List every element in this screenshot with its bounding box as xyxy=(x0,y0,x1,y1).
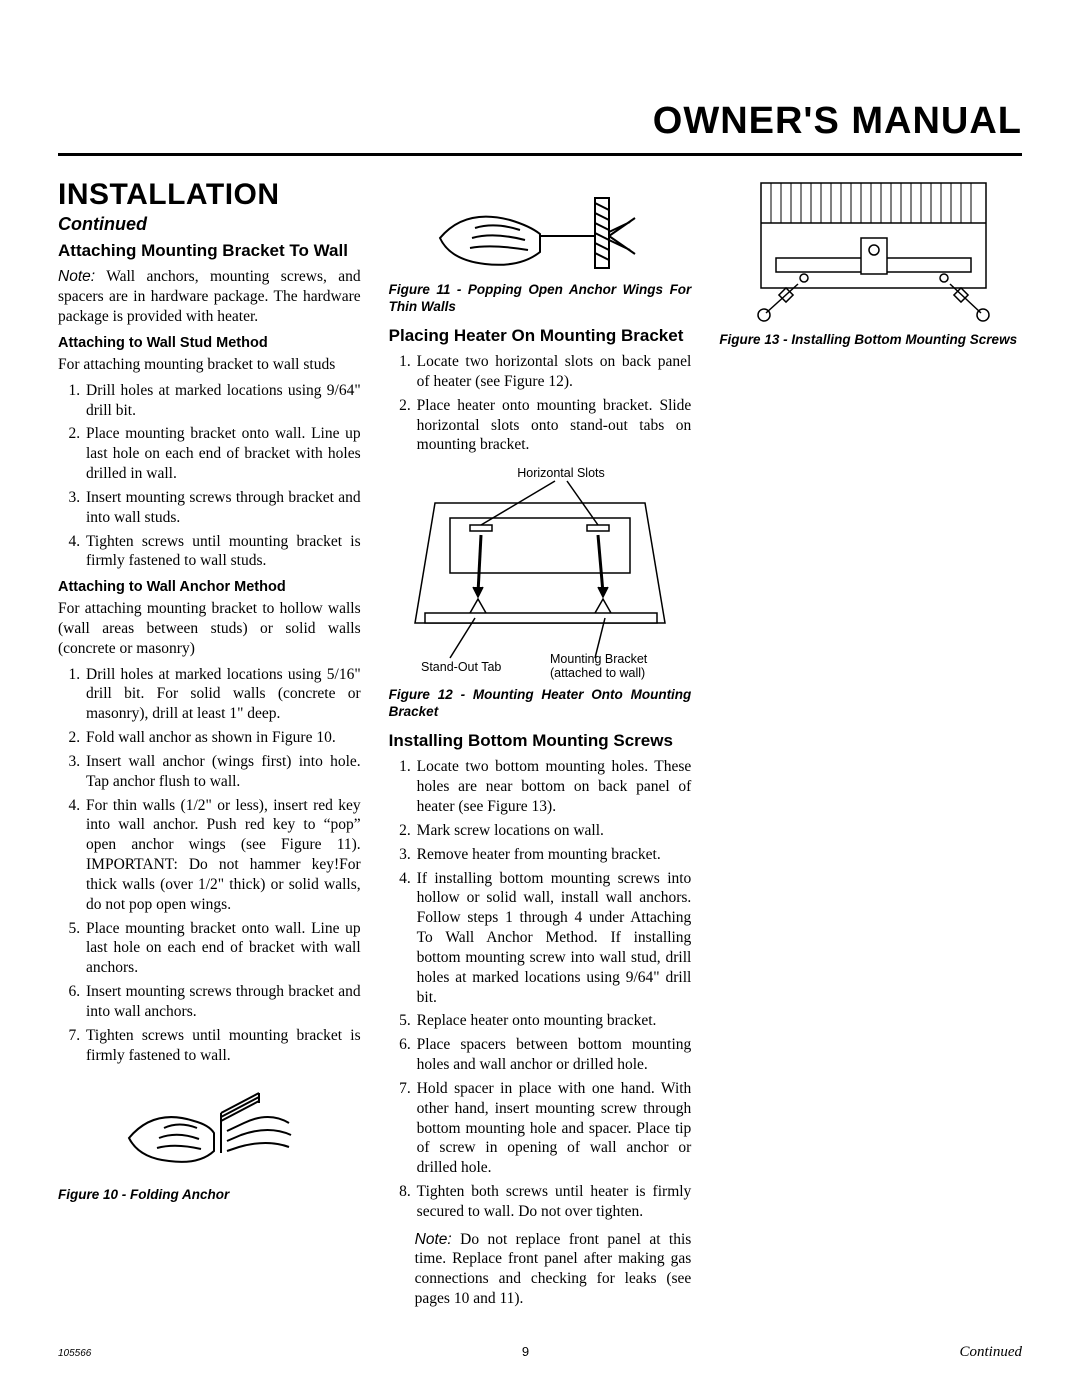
ordered-list: Drill holes at marked locations using 9/… xyxy=(58,381,361,571)
diagram-label: Stand-Out Tab xyxy=(421,660,501,674)
ordered-list: Locate two bottom mounting holes. These … xyxy=(389,757,692,1221)
list-item: For thin walls (1/2" or less), insert re… xyxy=(84,796,361,915)
list-item: Mark screw locations on wall. xyxy=(415,821,692,841)
list-item: Insert mounting screws through bracket a… xyxy=(84,488,361,528)
subheading-bottom-screws: Installing Bottom Mounting Screws xyxy=(389,731,692,751)
list-item: Tighten screws until mounting bracket is… xyxy=(84,532,361,572)
note-paragraph: Note: Do not replace front panel at this… xyxy=(389,1230,692,1309)
document-header: OWNER'S MANUAL xyxy=(58,100,1022,156)
list-item: Insert wall anchor (wings first) into ho… xyxy=(84,752,361,792)
figure-caption: Figure 12 - Mounting Heater Onto Mountin… xyxy=(389,687,692,721)
figure-10: Figure 10 - Folding Anchor xyxy=(58,1073,361,1204)
list-item: Fold wall anchor as shown in Figure 10. xyxy=(84,728,361,748)
page: OWNER'S MANUAL INSTALLATION Continued At… xyxy=(0,0,1080,1397)
body-text: For attaching mounting bracket to hollow… xyxy=(58,599,361,658)
note-label: Note: xyxy=(415,1231,452,1248)
body-text: For attaching mounting bracket to wall s… xyxy=(58,355,361,375)
list-item: Place mounting bracket onto wall. Line u… xyxy=(84,424,361,483)
list-item: Locate two bottom mounting holes. These … xyxy=(415,757,692,816)
popping-anchor-icon xyxy=(430,178,650,278)
mounting-heater-diagram-icon: Horizontal Slots Stand-Out Tab Mounting … xyxy=(395,463,685,683)
list-item: Place mounting bracket onto wall. Line u… xyxy=(84,919,361,978)
bottom-screws-diagram-icon xyxy=(726,178,1016,328)
diagram-label: Mounting Bracket xyxy=(550,652,648,666)
content-columns: INSTALLATION Continued Attaching Mountin… xyxy=(58,178,1022,1318)
subheading-placing-heater: Placing Heater On Mounting Bracket xyxy=(389,326,692,346)
ordered-list: Drill holes at marked locations using 5/… xyxy=(58,665,361,1066)
list-item: If installing bottom mounting screws int… xyxy=(415,869,692,1008)
note-text: Wall anchors, mounting screws, and space… xyxy=(58,268,361,325)
list-item: Tighten both screws until heater is firm… xyxy=(415,1182,692,1222)
list-item: Insert mounting screws through bracket a… xyxy=(84,982,361,1022)
list-item: Replace heater onto mounting bracket. xyxy=(415,1011,692,1031)
section-heading: INSTALLATION xyxy=(58,178,361,212)
list-item: Locate two horizontal slots on back pane… xyxy=(415,352,692,392)
figure-12: Horizontal Slots Stand-Out Tab Mounting … xyxy=(389,463,692,721)
list-item: Remove heater from mounting bracket. xyxy=(415,845,692,865)
figure-caption: Figure 13 - Installing Bottom Mounting S… xyxy=(719,332,1022,349)
page-number: 9 xyxy=(522,1344,529,1359)
note-label: Note: xyxy=(58,268,95,285)
continued-label: Continued xyxy=(58,214,361,235)
diagram-label: Horizontal Slots xyxy=(517,466,605,480)
list-item: Place heater onto mounting bracket. Slid… xyxy=(415,396,692,455)
figure-11: Figure 11 - Popping Open Anchor Wings Fo… xyxy=(389,178,692,316)
figure-caption: Figure 10 - Folding Anchor xyxy=(58,1187,361,1204)
list-item: Hold spacer in place with one hand. With… xyxy=(415,1079,692,1178)
figure-13: Figure 13 - Installing Bottom Mounting S… xyxy=(719,178,1022,349)
list-item: Drill holes at marked locations using 9/… xyxy=(84,381,361,421)
list-item: Tighten screws until mounting bracket is… xyxy=(84,1026,361,1066)
doc-number: 105566 xyxy=(58,1348,91,1359)
diagram-label: (attached to wall) xyxy=(550,666,645,680)
list-item: Place spacers between bottom mounting ho… xyxy=(415,1035,692,1075)
list-item: Drill holes at marked locations using 5/… xyxy=(84,665,361,724)
continued-footer: Continued xyxy=(959,1344,1022,1361)
figure-caption: Figure 11 - Popping Open Anchor Wings Fo… xyxy=(389,282,692,316)
subheading-anchor-method: Attaching to Wall Anchor Method xyxy=(58,579,361,595)
subheading-stud-method: Attaching to Wall Stud Method xyxy=(58,335,361,351)
note-text: Do not replace front panel at this time.… xyxy=(415,1231,692,1307)
subheading-attach-bracket: Attaching Mounting Bracket To Wall xyxy=(58,241,361,261)
note-paragraph: Note: Wall anchors, mounting screws, and… xyxy=(58,267,361,326)
page-footer: 105566 9 Continued xyxy=(58,1344,1022,1361)
folding-anchor-icon xyxy=(109,1073,309,1183)
ordered-list: Locate two horizontal slots on back pane… xyxy=(389,352,692,455)
